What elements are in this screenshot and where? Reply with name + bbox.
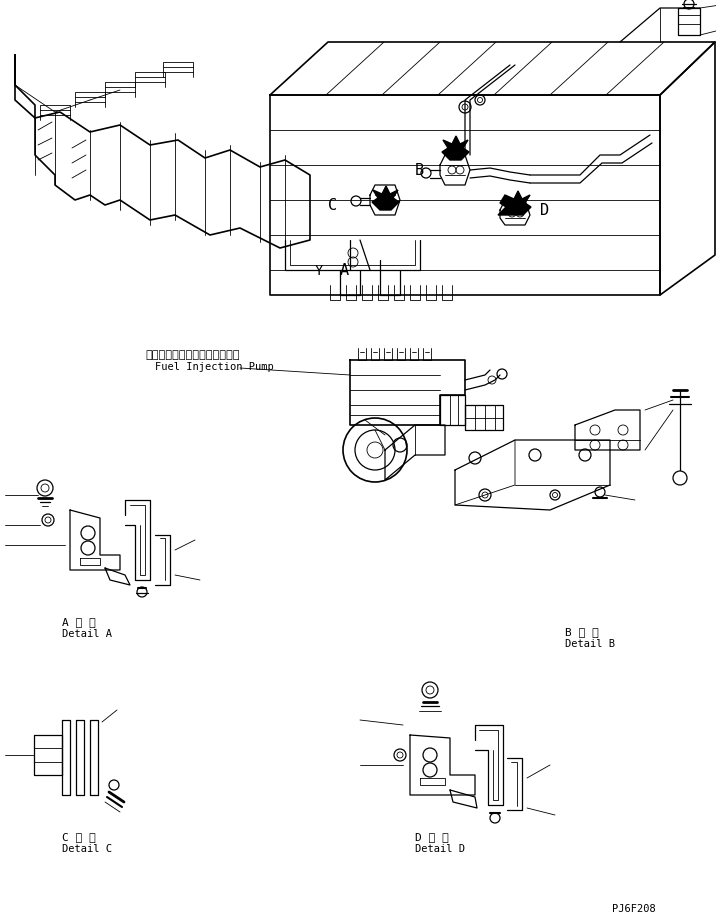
Text: フェルインジェクションポンプ: フェルインジェクションポンプ (145, 350, 239, 360)
Text: Detail A: Detail A (62, 629, 112, 639)
Text: A 詳 細: A 詳 細 (62, 617, 96, 627)
Text: Detail B: Detail B (565, 639, 615, 649)
Text: C 詳 細: C 詳 細 (62, 832, 96, 842)
Text: B: B (415, 163, 424, 178)
Text: PJ6F208: PJ6F208 (612, 904, 656, 914)
Text: D: D (540, 203, 549, 218)
Text: C: C (328, 198, 337, 213)
Polygon shape (372, 186, 399, 210)
Text: Detail C: Detail C (62, 844, 112, 854)
Text: A: A (340, 263, 349, 278)
Text: B 詳 細: B 詳 細 (565, 627, 599, 637)
Text: Fuel Injection Pump: Fuel Injection Pump (155, 362, 274, 372)
Text: Detail D: Detail D (415, 844, 465, 854)
Polygon shape (498, 191, 531, 215)
Text: D 詳 細: D 詳 細 (415, 832, 449, 842)
Polygon shape (442, 136, 469, 160)
Text: Y: Y (315, 264, 324, 278)
